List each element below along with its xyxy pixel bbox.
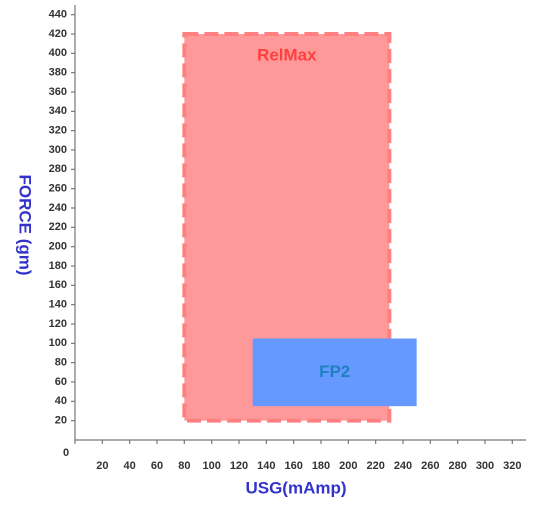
y-tick-label: 420 xyxy=(49,28,67,40)
x-tick-label: 240 xyxy=(394,460,412,472)
x-tick-label: 60 xyxy=(151,460,163,472)
x-tick-label: 320 xyxy=(503,460,521,472)
x-tick-label: 300 xyxy=(476,460,494,472)
x-tick-label: 220 xyxy=(366,460,384,472)
x-tick-label: 180 xyxy=(312,460,330,472)
y-tick-label: 320 xyxy=(49,125,67,137)
x-tick-label: 40 xyxy=(124,460,136,472)
y-tick-label: 240 xyxy=(49,202,67,214)
y-tick-label: 120 xyxy=(49,318,67,330)
y-tick-label: 380 xyxy=(49,67,67,79)
x-tick-label: 200 xyxy=(339,460,357,472)
y-tick-label: 40 xyxy=(55,395,67,407)
y-tick-label: 360 xyxy=(49,86,67,98)
x-axis-title: USG(mAmp) xyxy=(245,478,346,497)
y-tick-label: 140 xyxy=(49,299,67,311)
x-tick-label: 260 xyxy=(421,460,439,472)
y-tick-label: 60 xyxy=(55,376,67,388)
x-tick-label: 160 xyxy=(284,460,302,472)
x-tick-label: 100 xyxy=(202,460,220,472)
y-tick-label: 80 xyxy=(55,357,67,369)
x-tick-label: 20 xyxy=(96,460,108,472)
y-tick-label: 280 xyxy=(49,163,67,175)
y-tick-label: 340 xyxy=(49,105,67,117)
region-label: FP2 xyxy=(319,362,350,381)
y-tick-label: 400 xyxy=(49,47,67,59)
y-tick-label: 20 xyxy=(55,415,67,427)
y-tick-label: 300 xyxy=(49,144,67,156)
y-tick-label: 440 xyxy=(49,9,67,21)
region-label: RelMax xyxy=(257,45,317,64)
x-tick-label: 140 xyxy=(257,460,275,472)
x-tick-label: 80 xyxy=(178,460,190,472)
y-tick-label: 160 xyxy=(49,279,67,291)
region xyxy=(252,338,417,407)
y-tick-label: 200 xyxy=(49,241,67,253)
x-tick-label: 0 xyxy=(63,447,69,459)
x-tick-label: 120 xyxy=(230,460,248,472)
y-tick-label: 100 xyxy=(49,337,67,349)
x-tick-label: 280 xyxy=(448,460,466,472)
y-tick-label: 260 xyxy=(49,183,67,195)
y-axis-title: FORCE (gm) xyxy=(16,174,35,275)
y-tick-label: 180 xyxy=(49,260,67,272)
y-tick-label: 220 xyxy=(49,221,67,233)
